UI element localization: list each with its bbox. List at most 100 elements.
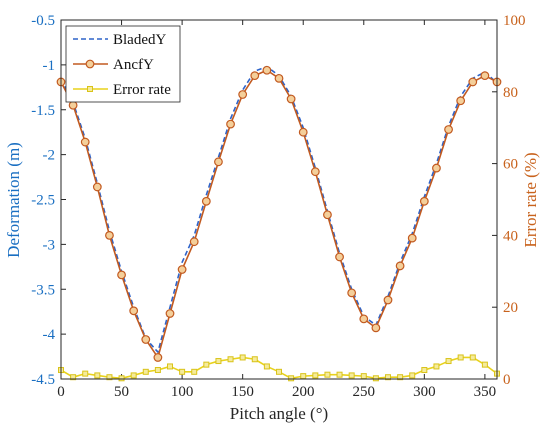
data-point-ancfy — [480, 71, 490, 81]
data-point-ancfy — [274, 73, 284, 83]
y-left-tick-label: -2 — [43, 148, 56, 164]
data-point-error-rate — [239, 354, 246, 361]
data-point-ancfy — [310, 167, 320, 177]
legend: BladedY AncfY Error rate — [65, 25, 181, 103]
y-right-tick-label: 40 — [503, 228, 518, 244]
x-tick-label: 50 — [114, 384, 129, 400]
data-point-ancfy — [298, 127, 308, 137]
data-point-ancfy — [407, 233, 417, 243]
y-left-tick-label: -4 — [43, 327, 56, 343]
data-point-error-rate — [312, 372, 319, 379]
data-point-ancfy — [105, 230, 114, 240]
data-point-ancfy — [456, 96, 466, 106]
y-left-tick-label: -0.5 — [31, 13, 55, 29]
data-point-ancfy — [250, 71, 260, 81]
data-point-ancfy — [347, 288, 357, 298]
data-point-error-rate — [457, 354, 464, 361]
legend-label-error-rate: Error rate — [113, 82, 171, 98]
data-point-error-rate — [469, 354, 476, 361]
data-point-ancfy — [444, 125, 453, 134]
data-point-ancfy — [92, 182, 102, 192]
data-point-error-rate — [130, 372, 137, 379]
data-point-error-rate — [409, 372, 416, 379]
y-right-tick-label: 20 — [503, 300, 518, 316]
data-point-error-rate — [251, 356, 258, 363]
legend-marker-ancfy — [85, 59, 95, 69]
y-left-tick-label: -3 — [43, 237, 56, 253]
data-point-error-rate — [348, 372, 355, 379]
legend-entry-bladedy: BladedY — [73, 32, 166, 48]
x-axis-title: Pitch angle (°) — [230, 404, 328, 423]
data-point-error-rate — [106, 374, 113, 381]
data-point-error-rate — [336, 371, 343, 378]
data-point-ancfy — [468, 77, 478, 87]
data-point-error-rate — [288, 375, 295, 382]
data-point-ancfy — [335, 252, 344, 262]
data-point-error-rate — [397, 374, 404, 381]
legend-label-bladedy: BladedY — [113, 32, 166, 48]
data-point-error-rate — [481, 361, 488, 368]
data-point-ancfy — [359, 314, 369, 324]
data-point-error-rate — [263, 363, 270, 370]
data-point-ancfy — [129, 306, 139, 316]
y-left-tick-label: -2.5 — [31, 193, 55, 209]
data-point-ancfy — [371, 323, 381, 333]
y-left-tick-label: -4.5 — [31, 372, 55, 388]
y-right-tick-label: 80 — [503, 85, 518, 101]
data-point-ancfy — [165, 309, 175, 318]
y-axis-left-title: Deformation (m) — [4, 142, 23, 258]
data-point-ancfy — [383, 295, 393, 305]
data-point-error-rate — [82, 370, 89, 377]
data-point-error-rate — [300, 373, 307, 380]
data-point-ancfy — [153, 353, 163, 362]
series-layer — [56, 65, 502, 382]
y-right-tick-label: 0 — [503, 372, 511, 388]
data-point-error-rate — [324, 371, 331, 378]
y-left-tick-label: -1.5 — [31, 103, 55, 119]
y-axis-right-title: Error rate (%) — [521, 152, 540, 247]
y-right-tick-label: 60 — [503, 157, 518, 173]
data-point-error-rate — [118, 375, 125, 382]
data-point-ancfy — [419, 196, 429, 206]
data-point-ancfy — [201, 196, 211, 206]
x-tick-label: 350 — [474, 384, 497, 400]
data-point-ancfy — [323, 210, 332, 220]
x-tick-label: 100 — [171, 384, 194, 400]
ticks-layer: 0 50 100 150 200 250 300 350-4.5-4-3.5-3-2.5-2-… — [31, 13, 525, 400]
data-point-error-rate — [167, 363, 173, 370]
data-point-ancfy — [286, 94, 296, 104]
data-point-error-rate — [179, 368, 186, 375]
data-point-error-rate — [70, 374, 77, 381]
data-point-error-rate — [227, 356, 234, 363]
data-point-ancfy — [141, 335, 151, 344]
data-point-ancfy — [189, 237, 199, 247]
data-point-error-rate — [433, 363, 440, 370]
data-point-error-rate — [154, 367, 161, 374]
data-point-ancfy — [214, 157, 223, 167]
data-point-error-rate — [372, 375, 379, 382]
data-point-error-rate — [191, 368, 198, 375]
y-left-tick-label: -3.5 — [31, 282, 55, 298]
data-point-ancfy — [226, 119, 235, 129]
data-point-error-rate — [203, 361, 210, 368]
data-point-error-rate — [421, 367, 428, 374]
x-tick-label: 300 — [413, 384, 436, 400]
data-point-error-rate — [360, 373, 367, 380]
y-right-tick-label: 100 — [503, 13, 526, 29]
legend-entry-ancfy: AncfY — [73, 57, 154, 73]
data-point-ancfy — [117, 270, 126, 280]
data-point-ancfy — [395, 261, 405, 271]
data-point-error-rate — [385, 374, 391, 381]
x-tick-label: 250 — [353, 384, 376, 400]
data-point-ancfy — [80, 137, 90, 147]
data-point-error-rate — [94, 372, 101, 379]
x-tick-label: 150 — [231, 384, 254, 400]
data-point-error-rate — [276, 368, 282, 375]
legend-entry-error-rate: Error rate — [73, 82, 171, 98]
data-point-error-rate — [215, 358, 222, 365]
legend-label-ancfy: AncfY — [113, 57, 154, 73]
legend-marker-error-rate — [87, 86, 93, 92]
data-point-ancfy — [68, 100, 78, 110]
y-left-tick-label: -1 — [43, 58, 56, 74]
